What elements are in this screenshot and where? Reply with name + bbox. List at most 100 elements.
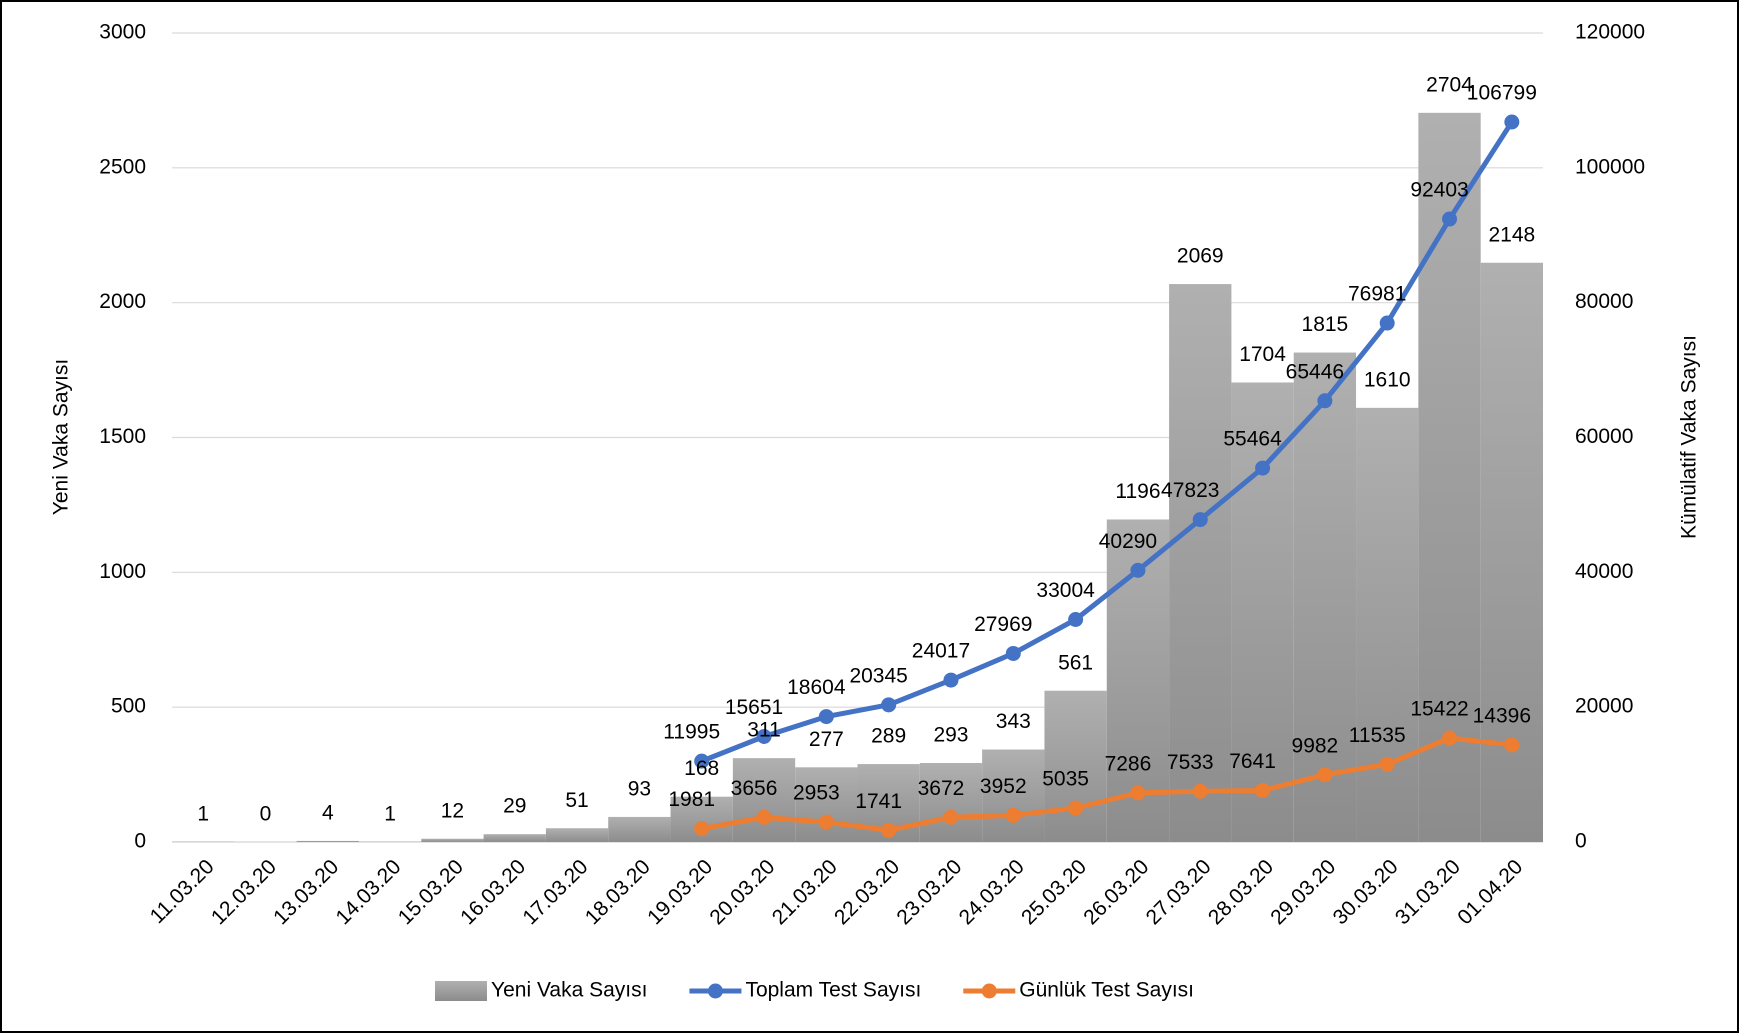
legend-swatch-marker	[707, 983, 723, 999]
bar-value-label: 29	[503, 795, 526, 818]
line-value-label: 65446	[1286, 360, 1344, 383]
y-tick-label: 1000	[99, 560, 146, 583]
line-marker	[818, 709, 834, 725]
bar-value-label: 1704	[1239, 343, 1286, 366]
y-tick-label: 1500	[99, 425, 146, 448]
bar-value-label: 1610	[1364, 368, 1411, 391]
y-tick-label: 500	[111, 695, 146, 718]
line-marker	[694, 753, 710, 769]
lines	[694, 114, 1520, 838]
y2-tick-label: 20000	[1575, 695, 1633, 718]
y-tick-label: 2500	[99, 155, 146, 178]
line-marker	[1192, 783, 1208, 799]
legend-label: Yeni Vaka Sayısı	[491, 979, 647, 1002]
line-value-label: 24017	[912, 640, 970, 663]
line-value-label: 15422	[1410, 698, 1468, 721]
line-value-label: 15651	[725, 696, 783, 719]
line-value-label: 2953	[793, 782, 840, 805]
bar	[421, 838, 484, 842]
line-marker	[881, 697, 897, 713]
line-marker	[943, 672, 959, 688]
bar	[608, 816, 671, 842]
bar-value-label: 2148	[1488, 223, 1535, 246]
bar	[1418, 112, 1481, 842]
bar-value-label: 93	[628, 777, 651, 800]
labels: 1 0 4 1 12 29 51 93 168 311 277 289 293 343 561 1196 206…	[197, 73, 1537, 825]
bar	[296, 840, 359, 842]
line-value-label: 27969	[974, 613, 1032, 636]
bar-value-label: 2704	[1426, 73, 1473, 96]
legend-swatch-marker	[981, 983, 997, 999]
y-tick-label: 0	[134, 830, 146, 853]
legend-swatch	[435, 981, 487, 1001]
line-value-label: 7286	[1105, 752, 1152, 775]
line-value-label: 9982	[1292, 734, 1339, 757]
line-value-label: 11535	[1349, 724, 1406, 747]
y2-tick-label: 120000	[1575, 21, 1645, 44]
y2-tick-label: 40000	[1575, 560, 1633, 583]
bar-value-label: 561	[1058, 651, 1093, 674]
line	[700, 120, 1514, 764]
line-marker	[1130, 562, 1146, 578]
bar-value-label: 2069	[1177, 245, 1224, 268]
bar	[1044, 690, 1107, 842]
bar	[545, 828, 609, 842]
bar-value-label: 1	[384, 802, 396, 825]
line	[701, 735, 1513, 833]
bar-value-label: 311	[747, 719, 780, 742]
line-value-label: 7533	[1167, 751, 1214, 774]
line-value-label: 33004	[1036, 579, 1095, 602]
bar-value-label: 277	[809, 728, 844, 751]
line-marker	[1068, 611, 1084, 627]
line-marker	[818, 814, 834, 830]
y2-tick-label: 0	[1575, 830, 1587, 853]
y-axis-title: Yeni Vaka Sayısı	[50, 359, 73, 515]
bar	[1293, 352, 1357, 842]
line-value-label: 7641	[1229, 750, 1276, 773]
line-value-label: 20345	[849, 664, 907, 687]
bar-value-label: 12	[441, 799, 464, 822]
bar-value-label: 343	[996, 710, 1031, 733]
line-value-label: 47823	[1161, 479, 1219, 502]
bar	[1231, 382, 1294, 842]
line-marker	[1379, 756, 1395, 772]
line-marker	[1317, 767, 1333, 783]
line-value-label: 40290	[1099, 530, 1157, 553]
line-marker	[1504, 737, 1520, 753]
bar	[1169, 284, 1232, 842]
line-marker	[694, 821, 710, 837]
line-value-label: 18604	[787, 676, 846, 699]
bar	[483, 834, 546, 842]
line-value-label: 11995	[663, 721, 720, 744]
line-marker	[1255, 782, 1271, 798]
line-marker	[1255, 460, 1271, 476]
line-marker	[1005, 645, 1021, 661]
bar	[732, 758, 796, 842]
line-value-label: 3952	[980, 775, 1027, 798]
legend-label: Toplam Test Sayısı	[745, 979, 921, 1002]
y-tick-label: 3000	[99, 21, 146, 44]
line-marker	[1068, 800, 1084, 816]
line-value-label: 106799	[1467, 82, 1537, 105]
bar-value-label: 0	[260, 803, 272, 826]
y2-tick-label: 100000	[1575, 155, 1645, 178]
line-marker	[756, 809, 772, 825]
bar	[795, 767, 858, 842]
bar	[982, 749, 1045, 842]
line-value-label: 14396	[1473, 704, 1531, 727]
y2-tick-label: 80000	[1575, 290, 1633, 313]
line-marker	[881, 822, 897, 838]
line-value-label: 1741	[855, 790, 902, 813]
line-value-label: 1981	[668, 788, 715, 811]
bar-value-label: 51	[565, 789, 588, 812]
y2-axis-title: Kümülatif Vaka Sayısı	[1678, 335, 1701, 539]
line-marker	[1442, 730, 1458, 746]
line-marker	[1379, 315, 1395, 331]
line-marker	[1192, 512, 1208, 528]
line-marker	[1442, 211, 1458, 227]
line-marker	[756, 728, 772, 744]
bar-value-label: 1196	[1115, 480, 1160, 503]
bar	[1480, 262, 1543, 843]
line-value-label: 5035	[1042, 768, 1089, 791]
